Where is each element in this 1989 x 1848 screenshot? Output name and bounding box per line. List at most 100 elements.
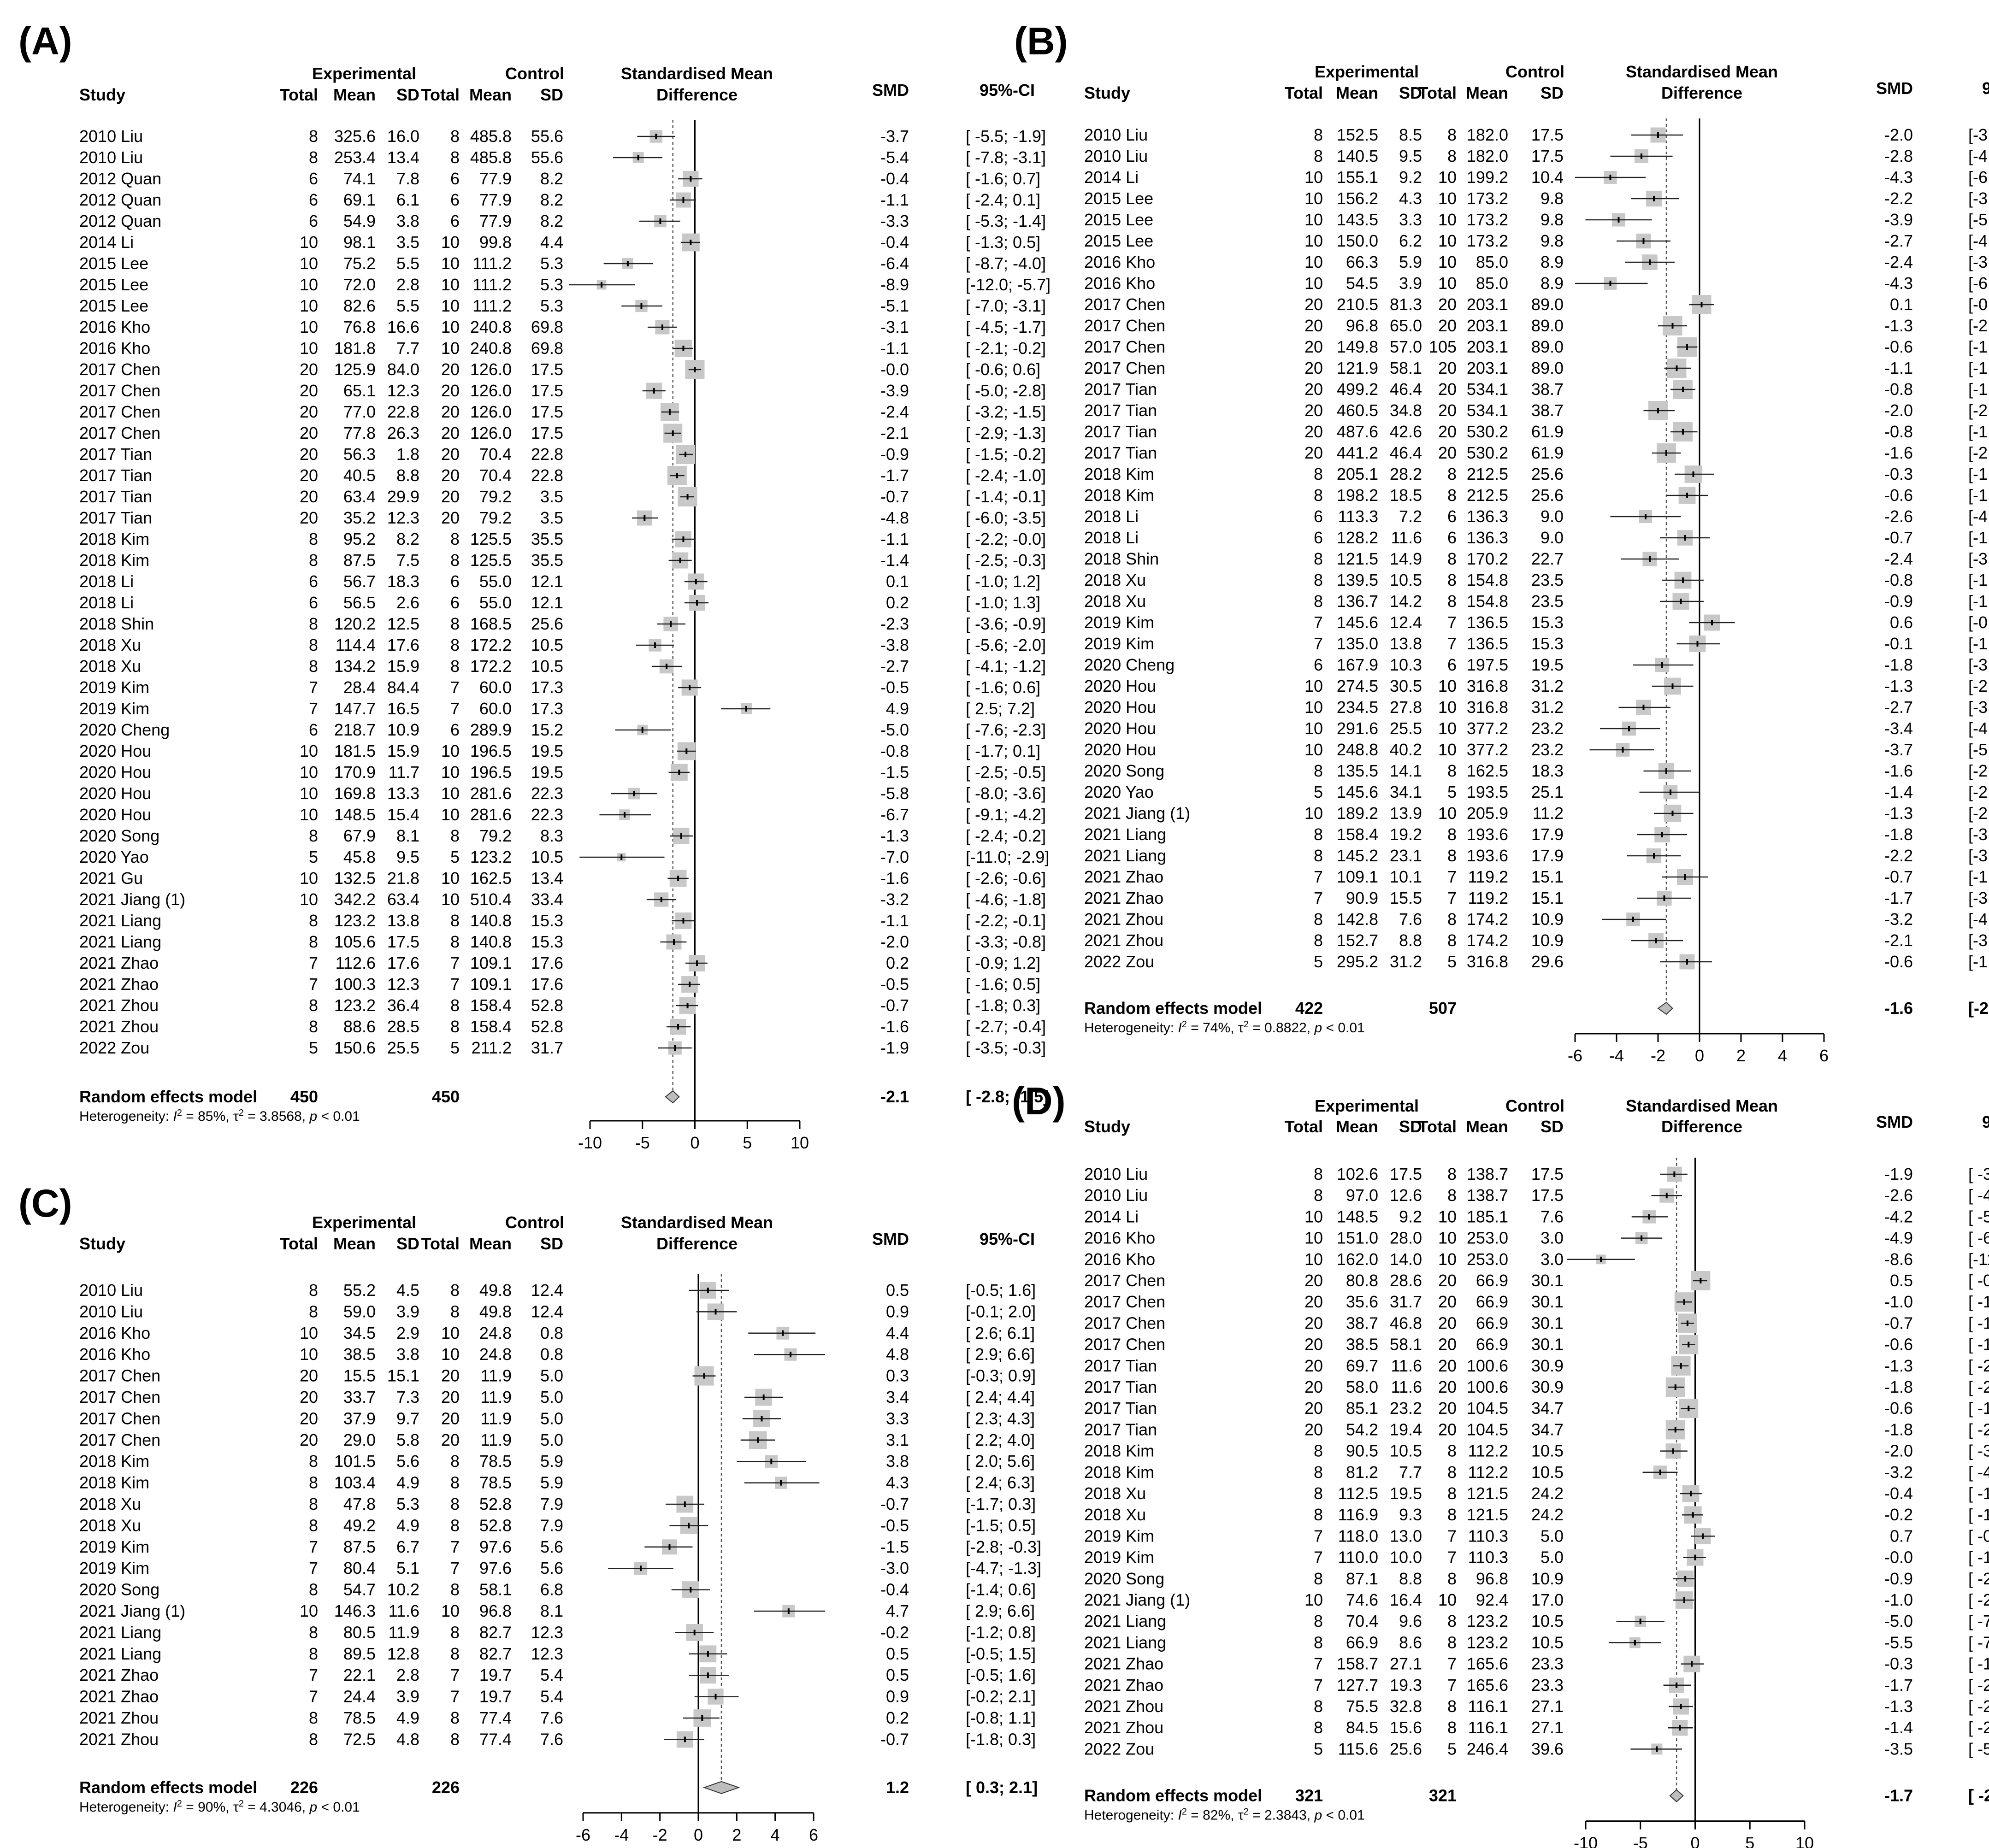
ctrl-sd: 10.5 xyxy=(1531,1463,1564,1482)
ctrl-total: 8 xyxy=(450,1017,460,1036)
ctrl-mean: 97.6 xyxy=(479,1559,512,1577)
study-point xyxy=(782,1330,784,1336)
exp-mean: 112.6 xyxy=(336,953,376,972)
ctrl-total: 10 xyxy=(1438,1207,1457,1226)
ctrl-sd: 15.3 xyxy=(1531,613,1564,632)
exp-sd: 13.3 xyxy=(387,784,419,803)
exp-mean: 110.0 xyxy=(1338,1548,1378,1567)
ci-value: [ -1.4; 0.6] xyxy=(1968,1484,1989,1503)
ci-value: [-6.0; -2.5] xyxy=(1968,274,1989,293)
study-point xyxy=(707,1672,709,1678)
ctrl-sd: 5.0 xyxy=(540,1409,563,1428)
exp-mean: 69.1 xyxy=(343,190,376,209)
ctrl-total: 8 xyxy=(450,127,460,146)
exp-mean: 147.7 xyxy=(334,699,376,718)
ci-value: [ -3.6; -0.9] xyxy=(966,614,1046,633)
header-effect-line2: Difference xyxy=(656,1234,738,1253)
exp-mean: 84.5 xyxy=(1346,1718,1378,1737)
exp-mean: 54.9 xyxy=(343,212,376,230)
exp-sd: 2.9 xyxy=(396,1324,419,1342)
exp-total: 10 xyxy=(300,339,318,358)
header-study: Study xyxy=(1084,1117,1130,1136)
ctrl-total: 5 xyxy=(1447,952,1457,971)
smd-value: 3.8 xyxy=(886,1452,909,1471)
smd-value: -2.3 xyxy=(880,614,909,633)
ci-value: [-3.0; -0.4] xyxy=(1968,889,1989,907)
ctrl-mean: 112.2 xyxy=(1468,1442,1508,1460)
ctrl-mean: 109.1 xyxy=(470,975,512,994)
ci-value: [-1.7; -0.4] xyxy=(1968,359,1989,377)
smd-value: -0.6 xyxy=(1884,1335,1913,1354)
exp-total: 8 xyxy=(309,1302,318,1321)
exp-sd: 84.0 xyxy=(387,360,419,379)
ctrl-sd: 7.9 xyxy=(540,1495,563,1513)
ctrl-mean: 199.2 xyxy=(1467,168,1508,187)
exp-sd: 25.6 xyxy=(1390,1739,1422,1758)
ctrl-mean: 55.0 xyxy=(479,593,512,612)
exp-sd: 32.8 xyxy=(1390,1697,1422,1716)
ctrl-sd: 5.3 xyxy=(540,275,563,294)
exp-mean: 218.7 xyxy=(334,720,376,739)
study-label: 2017 Tian xyxy=(1084,1377,1157,1396)
ctrl-mean: 212.5 xyxy=(1467,465,1508,483)
study-label: 2018 Kim xyxy=(1084,465,1154,483)
ctrl-total: 10 xyxy=(441,805,460,824)
ctrl-mean: 104.5 xyxy=(1467,1399,1508,1418)
study-label: 2021 Liang xyxy=(79,1644,161,1663)
header-experimental: Experimental xyxy=(1315,62,1419,81)
overall-smd: -1.6 xyxy=(1884,999,1913,1018)
ctrl-sd: 8.1 xyxy=(540,1601,563,1620)
ctrl-total: 7 xyxy=(450,1687,460,1706)
ctrl-total: 8 xyxy=(450,1516,460,1535)
smd-value: -0.0 xyxy=(1884,1548,1913,1567)
smd-value: 4.3 xyxy=(886,1473,909,1492)
ctrl-mean: 110.3 xyxy=(1468,1548,1508,1567)
exp-total: 7 xyxy=(309,1687,318,1706)
smd-value: 0.2 xyxy=(886,953,909,972)
study-label: 2017 Chen xyxy=(79,360,160,379)
ci-value: [-2.9; 0.0] xyxy=(1968,783,1989,801)
study-point xyxy=(1656,1746,1658,1752)
study-label: 2015 Lee xyxy=(79,296,148,315)
ctrl-mean: 125.5 xyxy=(470,530,512,548)
exp-mean: 103.4 xyxy=(334,1473,376,1492)
ctrl-mean: 136.3 xyxy=(1467,507,1508,526)
exp-mean: 120.2 xyxy=(334,614,376,633)
ctrl-mean: 240.8 xyxy=(470,339,512,358)
ctrl-mean: 162.5 xyxy=(1467,761,1508,780)
x-tick-label: -5 xyxy=(1633,1834,1648,1848)
ci-value: [-0.5; 0.7] xyxy=(1968,295,1989,314)
exp-total: 7 xyxy=(309,953,318,972)
study-point xyxy=(690,1587,692,1593)
ctrl-sd: 5.6 xyxy=(540,1537,563,1556)
ctrl-mean: 11.9 xyxy=(481,1409,512,1428)
ci-value: [-1.9; 0.2] xyxy=(1968,592,1989,611)
study-label: 2016 Kho xyxy=(1084,253,1155,271)
ctrl-mean: 66.9 xyxy=(1476,1271,1508,1290)
overall-ci: [ -2.3; -1.1] xyxy=(1968,1786,1989,1805)
ctrl-sd: 5.9 xyxy=(540,1473,563,1492)
ctrl-sd: 25.6 xyxy=(1531,486,1564,505)
exp-sd: 5.5 xyxy=(396,296,419,315)
ctrl-sd: 30.1 xyxy=(1531,1271,1564,1290)
ci-value: [ -1.5; -0.2] xyxy=(966,445,1046,464)
exp-sd: 46.4 xyxy=(1390,380,1422,399)
study-label: 2020 Song xyxy=(1084,761,1164,780)
study-point xyxy=(694,367,696,372)
study-point xyxy=(633,791,635,796)
study-point xyxy=(1688,1342,1690,1348)
ctrl-mean: 123.2 xyxy=(1467,1633,1508,1652)
smd-value: 0.3 xyxy=(886,1366,909,1385)
ctrl-sd: 5.0 xyxy=(540,1430,563,1449)
header-control: Control xyxy=(505,1213,564,1232)
exp-mean: 63.4 xyxy=(343,487,376,506)
ctrl-sd: 5.0 xyxy=(540,1366,563,1385)
ctrl-total: 20 xyxy=(441,424,460,442)
ctrl-mean: 11.9 xyxy=(481,1366,512,1385)
exp-total: 8 xyxy=(1314,761,1323,780)
study-point xyxy=(1671,811,1674,816)
ctrl-sd: 9.8 xyxy=(1540,210,1564,229)
ctrl-mean: 70.4 xyxy=(479,466,512,485)
exp-sd: 17.5 xyxy=(1390,1165,1422,1183)
ctrl-mean: 79.2 xyxy=(479,826,512,845)
